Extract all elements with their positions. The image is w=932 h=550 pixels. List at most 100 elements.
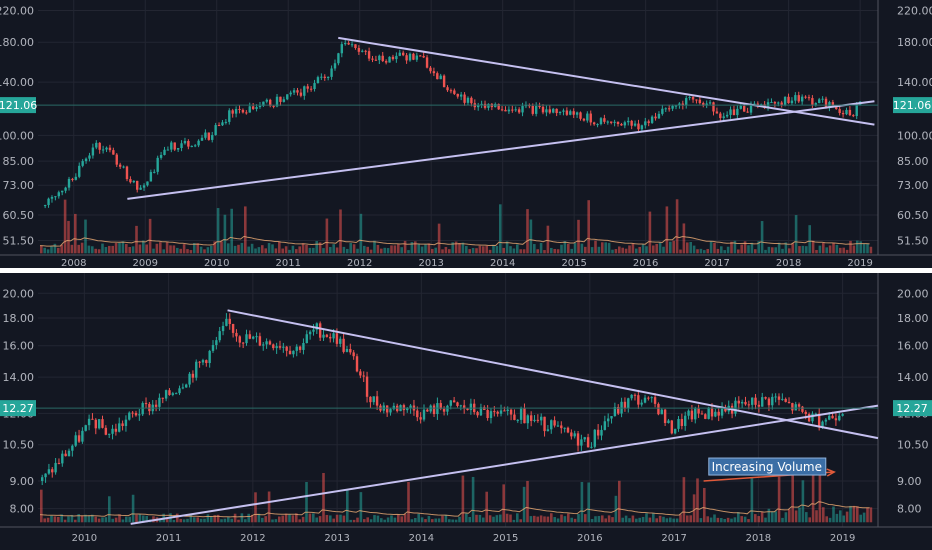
candle-body	[555, 108, 558, 114]
y-tick-label-right: 14.00	[897, 371, 929, 384]
last-price-badge-left	[0, 400, 36, 417]
candle-body	[563, 427, 566, 429]
candle-body	[64, 187, 67, 191]
candle-body	[112, 150, 115, 155]
chart-top[interactable]: 220.00 220.00 180.00 180.00 140.00 140.00 100.…	[0, 0, 932, 268]
candle-body	[817, 413, 821, 428]
candle-body	[51, 469, 54, 473]
candle-body	[289, 92, 292, 95]
candle-body	[661, 108, 664, 114]
candle-body	[586, 437, 590, 448]
volume-bar	[369, 519, 373, 523]
candle-body	[395, 55, 398, 60]
volume-bar	[716, 517, 720, 523]
candle-body	[677, 419, 680, 429]
x-tick-label: 2013	[418, 258, 443, 268]
volume-bar	[431, 248, 434, 254]
volume-bar	[794, 510, 798, 523]
volume-bar	[339, 514, 342, 523]
volume-bar	[621, 247, 624, 254]
volume-bar	[84, 514, 87, 523]
volume-bar	[179, 248, 182, 254]
volume-bar	[665, 518, 669, 523]
volume-bar	[529, 219, 533, 254]
trendline	[127, 100, 875, 200]
candle-body	[278, 346, 282, 348]
volume-bar	[492, 244, 495, 254]
volume-bar	[448, 519, 451, 523]
volume-bar	[512, 248, 516, 254]
candle-body	[800, 96, 804, 102]
candle-body	[572, 111, 575, 115]
volume-bar	[403, 240, 407, 254]
candle-body	[125, 166, 129, 180]
volume-bar	[648, 517, 652, 523]
volume-bar	[267, 243, 271, 254]
volume-bar	[499, 204, 502, 254]
candle-body	[389, 409, 392, 413]
volume-bar	[63, 519, 67, 523]
candle-body	[71, 445, 74, 451]
candle-body	[750, 397, 754, 405]
volume-bar	[454, 241, 458, 254]
candle-body	[141, 403, 144, 415]
candle-body	[725, 114, 729, 117]
candle-body	[345, 348, 349, 352]
candle-body	[265, 99, 268, 102]
volume-bar	[261, 245, 264, 254]
volume-bar	[220, 519, 223, 523]
candle-body	[365, 376, 369, 397]
volume-bar	[424, 519, 427, 523]
trendline	[227, 309, 879, 440]
volume-bar	[176, 513, 179, 523]
last-price-badge-right	[893, 97, 932, 114]
candle-body	[204, 132, 207, 138]
volume-bar	[189, 514, 193, 523]
volume-bar	[380, 518, 383, 523]
chart-bottom[interactable]: 20.00 20.00 18.00 18.00 16.00 16.00 14.00 14.00…	[0, 273, 932, 550]
volume-bar	[553, 248, 556, 254]
volume-bar	[869, 507, 873, 523]
candle-body	[128, 412, 131, 420]
volume-bar	[366, 517, 369, 523]
volume-bar	[257, 513, 261, 523]
candle-body	[369, 396, 372, 403]
candle-body	[91, 418, 94, 420]
volume-bar	[94, 248, 97, 254]
volume-bar	[77, 244, 80, 254]
volume-bar	[278, 516, 281, 523]
volume-bar	[767, 246, 771, 254]
candle-body	[694, 408, 697, 420]
candle-body	[432, 71, 436, 74]
candle-body	[211, 345, 215, 351]
candle-body	[425, 57, 429, 68]
volume-bar	[798, 507, 801, 523]
volume-bar	[652, 245, 655, 254]
candle-body	[166, 149, 170, 151]
candle-body	[702, 103, 705, 106]
candle-body	[838, 109, 841, 113]
candle-body	[592, 122, 596, 125]
candle-body	[241, 342, 245, 344]
volume-bar	[692, 494, 696, 523]
volume-bar	[108, 245, 111, 254]
volume-bar	[529, 516, 533, 523]
candle-body	[47, 198, 50, 206]
volume-bar	[128, 247, 131, 254]
volume-bar	[441, 249, 444, 254]
volume-bar	[189, 250, 193, 254]
volume-bar	[298, 246, 301, 254]
candle-body	[98, 142, 101, 150]
volume-bar	[325, 218, 329, 254]
candle-body	[749, 104, 753, 113]
candle-body	[78, 165, 81, 177]
candle-body	[736, 108, 739, 116]
volume-bar	[138, 244, 142, 254]
candle-body	[67, 450, 71, 457]
volume-bar	[254, 492, 257, 523]
candle-body	[513, 414, 516, 420]
candle-body	[610, 416, 613, 419]
candle-body	[613, 406, 617, 417]
volume-bar	[733, 240, 737, 254]
candle-body	[773, 102, 777, 104]
